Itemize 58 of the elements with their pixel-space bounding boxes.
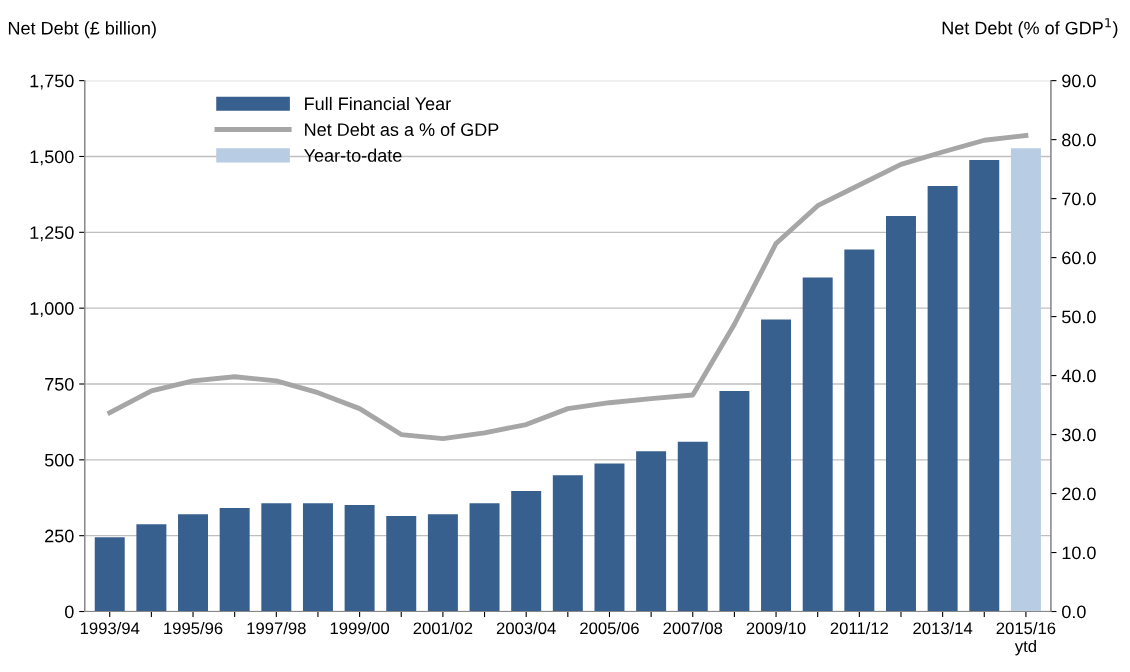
y-tick-label: 750: [45, 377, 74, 391]
bar: [386, 515, 417, 612]
y2-tick-label: 60.0: [1062, 251, 1096, 265]
y2-tick-label: 20.0: [1062, 487, 1096, 501]
legend-label: Full Financial Year: [305, 96, 451, 111]
bar: [969, 160, 1000, 612]
bar: [511, 491, 542, 612]
bar: [885, 215, 916, 612]
x-tick-label: 1995/96: [164, 621, 223, 635]
bar: [636, 451, 667, 612]
bar: [136, 524, 167, 612]
bar: [594, 463, 625, 612]
bar: [469, 503, 500, 612]
x-tick-label: 2001/02: [413, 621, 473, 635]
legend-label: Net Debt as a % of GDP: [305, 122, 499, 137]
y-tick-label: 1,750: [30, 74, 74, 90]
y2-tick-label: 50.0: [1062, 310, 1096, 324]
y-tick-label: 0: [65, 605, 74, 619]
y2-tick-label: 10.0: [1062, 546, 1096, 560]
bar: [219, 508, 250, 612]
bar: [1010, 148, 1041, 612]
bar: [261, 503, 292, 612]
y-axis-title: Net Debt (£ billion): [8, 21, 156, 39]
legend-label: Year-to-date: [304, 148, 402, 162]
x-tick-label: 2009/10: [746, 621, 806, 635]
bar: [927, 185, 958, 612]
x-tick-label: 1993/94: [80, 621, 140, 635]
bar: [344, 505, 375, 612]
y2-axis-title: Net Debt (% of GDP$^{1}$): [942, 18, 1118, 38]
bar: [844, 249, 875, 612]
x-tick-label: 2005/06: [580, 621, 639, 635]
x-tick-label: 2013/14: [913, 621, 973, 635]
bar: [178, 514, 209, 612]
bar: [94, 537, 125, 612]
x-tick-label: 2015/16 ytd: [996, 621, 1056, 656]
y-tick-label: 250: [45, 529, 74, 543]
x-tick-label: 2007/08: [663, 621, 723, 635]
bar: [761, 319, 792, 612]
y-tick-label: 500: [44, 453, 74, 467]
y2-tick-label: 70.0: [1062, 192, 1096, 206]
y-tick-label: 1,250: [30, 226, 74, 242]
y-tick-label: 1,500: [30, 150, 74, 166]
y-tick-label: 1,000: [30, 302, 74, 318]
bar: [677, 441, 708, 612]
x-tick-label: 2003/04: [496, 621, 556, 635]
y2-tick-label: 30.0: [1062, 428, 1096, 442]
x-tick-label: 1999/00: [330, 621, 390, 635]
bar: [802, 277, 833, 612]
y2-tick-label: 80.0: [1062, 133, 1096, 147]
x-tick-label: 1997/98: [247, 621, 306, 635]
bar: [427, 514, 458, 612]
y2-tick-label: 0.0: [1062, 605, 1086, 619]
y2-tick-label: 90.0: [1062, 74, 1096, 88]
x-tick-label: 2011/12: [830, 621, 889, 635]
bar: [552, 475, 583, 612]
bar: [302, 503, 333, 612]
bar: [719, 390, 750, 612]
y2-tick-label: 40.0: [1061, 369, 1096, 383]
